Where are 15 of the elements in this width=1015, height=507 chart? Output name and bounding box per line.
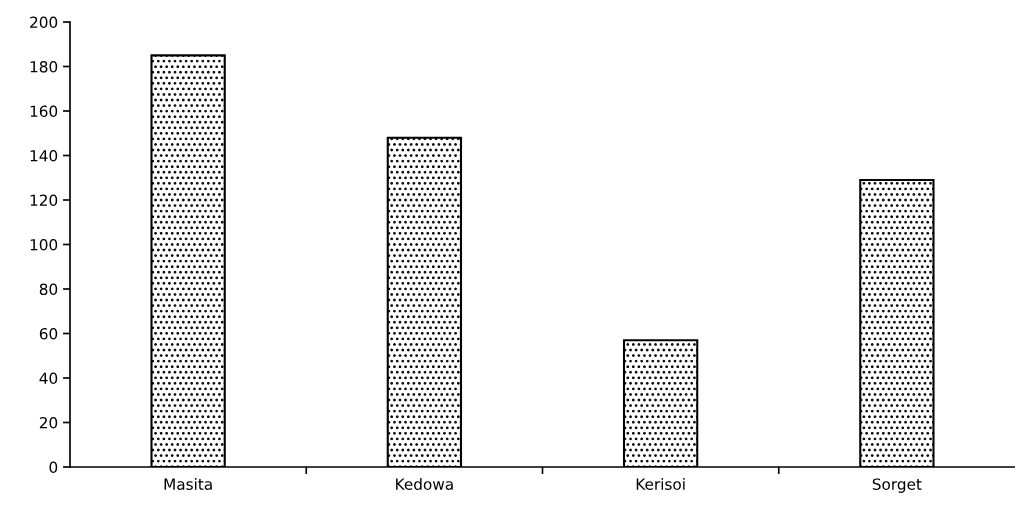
y-tick-label: 40 [39, 372, 58, 385]
y-tick-label: 180 [30, 60, 58, 73]
x-tick-label: Kerisoi [636, 478, 685, 490]
y-tick-label: 200 [30, 16, 58, 29]
y-tick-label: 80 [39, 283, 58, 296]
x-tick-label: Masita [164, 478, 212, 490]
y-tick-label: 0 [49, 461, 58, 474]
x-tick-label: Sorget [872, 478, 922, 493]
x-tick-label: Kedowa [396, 478, 453, 490]
y-tick-label: 120 [30, 194, 58, 207]
y-tick-label: 140 [30, 149, 58, 162]
y-tick-label: 160 [30, 105, 58, 118]
y-tick-label: 60 [39, 327, 58, 340]
y-tick-label: 100 [30, 238, 58, 251]
y-tick-label: 20 [39, 416, 58, 429]
